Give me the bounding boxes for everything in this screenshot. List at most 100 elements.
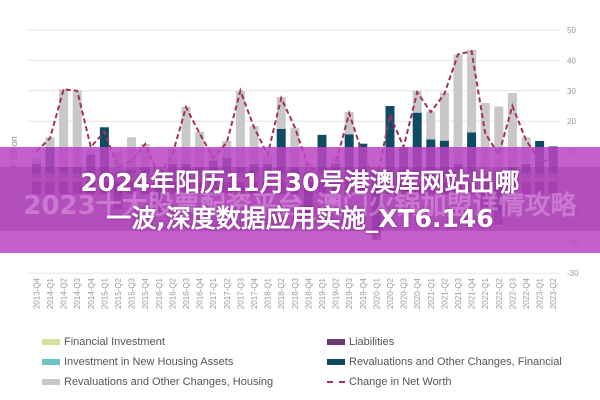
bar-revaluations-and-other-changes-housing-2017-Q3	[235, 90, 245, 167]
banner-band	[0, 167, 600, 231]
x-tick-label: 2019-Q4	[359, 277, 368, 309]
x-tick-label: 2016-Q1	[155, 277, 164, 309]
y-tick-label: 30	[567, 87, 576, 96]
title-line-1: 2024年阳历11月30号港澳库网站出哪	[80, 168, 520, 197]
bar-revaluations-and-other-changes-housing-2022-Q2	[494, 106, 504, 173]
legend-label: Revaluations and Other Changes, Housing	[64, 376, 274, 388]
x-tick-label: 2022-Q1	[481, 277, 490, 309]
net-worth-point-2016-Q3	[185, 106, 187, 108]
legend-label: Revaluations and Other Changes, Financia…	[349, 356, 562, 368]
bar-revaluations-and-other-changes-housing-2018-Q2	[276, 97, 286, 129]
x-tick-label: 2022-Q4	[522, 277, 531, 309]
net-worth-point-2017-Q4	[253, 126, 255, 128]
x-tick-label: 2014-Q4	[87, 277, 96, 309]
x-tick-label: 2015-Q4	[141, 277, 150, 309]
legend-label: Investment in New Housing Assets	[64, 356, 234, 368]
net-worth-point-2022-Q1	[484, 132, 486, 134]
bar-revaluations-and-other-changes-housing-2021-Q3	[453, 54, 463, 164]
x-tick-label: 2021-Q4	[468, 277, 477, 309]
x-tick-label: 2015-Q3	[128, 277, 137, 309]
bar-revaluations-and-other-changes-housing-2020-Q4	[412, 90, 422, 113]
net-worth-point-2020-Q4	[416, 91, 418, 93]
x-tick-label: 2018-Q3	[291, 277, 300, 309]
x-tick-label: 2017-Q3	[236, 277, 245, 309]
x-tick-label: 2021-Q3	[454, 277, 463, 309]
x-tick-label: 2019-Q2	[332, 277, 341, 309]
x-tick-label: 2023-Q2	[549, 277, 558, 309]
legend-swatch	[42, 379, 60, 385]
legend-item-new-housing: Investment in New Housing Assets	[42, 354, 233, 370]
legend-swatch	[42, 359, 60, 365]
bar-revaluations-and-other-changes-housing-2021-Q2	[439, 92, 449, 141]
x-tick-label: 2020-Q1	[372, 277, 381, 309]
bar-revaluations-and-other-changes-housing-2014-Q2	[59, 89, 69, 167]
legend-item-reval-financial: Revaluations and Other Changes, Financia…	[327, 354, 562, 370]
title-banner: 2023十大股票配资平台_澳门火锅加盟详情攻略 2024年阳历11月30号港澳库…	[0, 147, 600, 253]
legend-item-liabilities: Liabilities	[327, 334, 394, 350]
x-tick-label: 2015-Q1	[100, 277, 109, 309]
bar-revaluations-and-other-changes-housing-2019-Q3	[344, 112, 354, 135]
x-tick-label: 2014-Q1	[46, 277, 55, 309]
overlay-title: 2024年阳历11月30号港澳库网站出哪 一波,深度数据应用实施_XT6.146	[0, 165, 600, 237]
y-tick-label: 20	[567, 117, 576, 126]
net-worth-point-2021-Q1	[430, 111, 432, 113]
net-worth-point-2016-Q4	[199, 132, 201, 134]
y-tick-label: 40	[567, 56, 576, 65]
x-tick-label: 2018-Q2	[277, 277, 286, 309]
x-tick-label: 2017-Q4	[250, 277, 259, 309]
net-worth-point-2017-Q3	[239, 90, 241, 92]
x-tick-label: 2016-Q4	[196, 277, 205, 309]
x-tick-label: 2014-Q3	[73, 277, 82, 309]
x-tick-label: 2016-Q2	[168, 277, 177, 309]
legend-label: Liabilities	[349, 336, 395, 348]
net-worth-point-2014-Q3	[76, 90, 78, 92]
title-line-2: 一波,深度数据应用实施_XT6.146	[106, 204, 494, 233]
y-tick-label: -30	[567, 269, 579, 278]
net-worth-point-2021-Q3	[457, 53, 459, 55]
net-worth-point-2021-Q4	[471, 50, 473, 52]
bar-revaluations-and-other-changes-financial-2020-Q4	[412, 112, 422, 173]
x-tick-label: 2013-Q4	[32, 277, 41, 309]
net-worth-point-2014-Q2	[63, 88, 65, 90]
legend-item-net-worth: Change in Net Worth	[327, 374, 452, 390]
x-tick-label: 2018-Q1	[264, 277, 273, 309]
bar-revaluations-and-other-changes-housing-2017-Q4	[249, 126, 259, 164]
watermark-text: 2023十大股票配资平台_澳门火锅加盟详情攻略	[23, 191, 577, 221]
bar-revaluations-and-other-changes-housing-2016-Q3	[181, 106, 191, 164]
legend-item-reval-housing: Revaluations and Other Changes, Housing	[42, 374, 273, 390]
legend-dash	[327, 381, 345, 383]
bar-revaluations-and-other-changes-housing-2014-Q1	[45, 137, 55, 148]
bar-revaluations-and-other-changes-housing-2014-Q3	[72, 90, 82, 167]
net-worth-point-2018-Q2	[280, 97, 282, 99]
x-tick-labels: 2013-Q4 2014-Q1 2014-Q2 2014-Q3 2014-Q4 2015-…	[32, 277, 558, 309]
bar-revaluations-and-other-changes-housing-2021-Q4	[467, 49, 477, 133]
legend-swatch	[42, 339, 60, 345]
x-tick-label: 2019-Q1	[318, 277, 327, 309]
x-tick-label: 2021-Q2	[440, 277, 449, 309]
x-tick-label: 2019-Q3	[345, 277, 354, 309]
net-worth-point-2021-Q2	[443, 93, 445, 95]
x-tick-label: 2015-Q2	[114, 277, 123, 309]
x-tick-label: 2022-Q2	[495, 277, 504, 309]
net-worth-point-2014-Q1	[49, 137, 51, 139]
x-tick-label: 2022-Q3	[508, 277, 517, 309]
x-tick-label: 2014-Q2	[60, 277, 69, 309]
legend-swatch	[327, 359, 345, 365]
x-tick-label: 2021-Q1	[427, 277, 436, 309]
net-worth-point-2017-Q2	[226, 141, 228, 143]
bar-revaluations-and-other-changes-housing-2021-Q1	[426, 111, 436, 140]
net-worth-point-2022-Q4	[525, 139, 527, 141]
net-worth-point-2018-Q3	[294, 126, 296, 128]
x-tick-label: 2018-Q4	[304, 277, 313, 309]
x-tick-label: 2017-Q1	[209, 277, 218, 309]
legend-label: Financial Investment	[64, 336, 165, 348]
x-tick-label: 2023-Q1	[536, 277, 545, 309]
net-worth-point-2015-Q4	[144, 143, 146, 145]
y-tick-label: 50	[567, 26, 576, 35]
bar-revaluations-and-other-changes-housing-2022-Q3	[507, 92, 517, 167]
bar-revaluations-and-other-changes-housing-2022-Q1	[480, 102, 490, 173]
legend-item-financial-investment: Financial Investment	[42, 334, 165, 350]
legend-swatch	[327, 339, 345, 345]
net-worth-point-2022-Q3	[511, 105, 513, 107]
net-worth-point-2015-Q1	[103, 131, 105, 133]
